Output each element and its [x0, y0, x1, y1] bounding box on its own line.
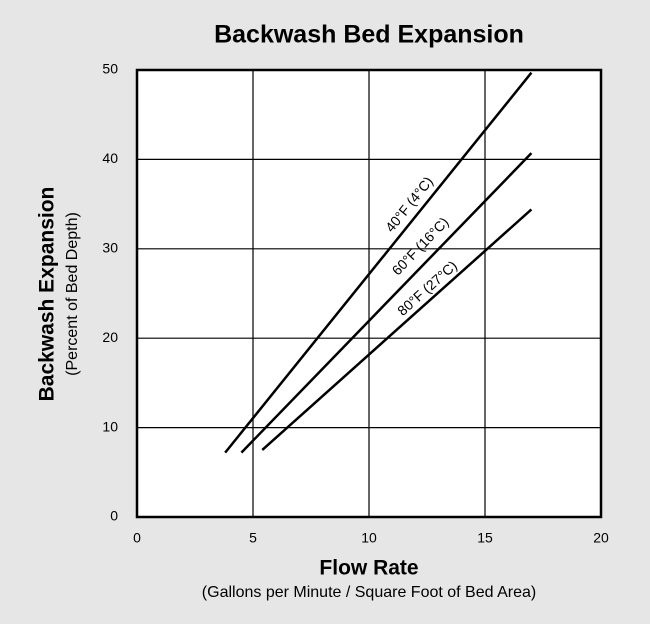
y-tick-label: 40	[102, 150, 118, 166]
x-tick-label: 10	[361, 530, 377, 546]
x-tick-label: 5	[249, 530, 257, 546]
y-tick-label: 10	[102, 418, 118, 434]
data-line	[261, 208, 533, 451]
y-tick-label: 0	[110, 508, 118, 524]
y-tick-label: 50	[102, 61, 118, 77]
chart-title: Backwash Bed Expansion	[214, 21, 524, 49]
data-line	[240, 152, 533, 454]
x-tick-label: 0	[133, 530, 141, 546]
y-tick-label: 20	[102, 329, 118, 345]
y-axis-title: Backwash Expansion	[36, 187, 59, 402]
y-axis-subtitle: (Percent of Bed Depth)	[64, 212, 81, 376]
x-tick-label: 15	[477, 530, 493, 546]
x-axis-subtitle: (Gallons per Minute / Square Foot of Bed…	[202, 584, 536, 601]
plot-border	[135, 68, 603, 519]
x-axis-title: Flow Rate	[319, 557, 418, 580]
data-line	[224, 71, 533, 454]
x-tick-label: 20	[593, 530, 609, 546]
y-tick-label: 30	[102, 240, 118, 256]
